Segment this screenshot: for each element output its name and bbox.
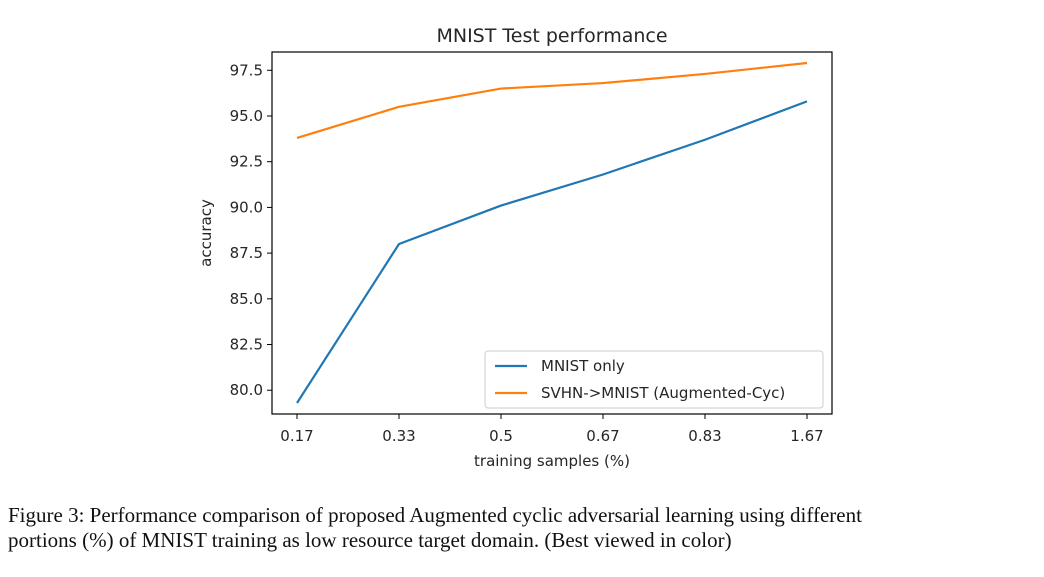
x-tick-label: 0.67 [586, 427, 619, 445]
x-tick-label: 0.83 [688, 427, 721, 445]
series-line-svhn-mnist [296, 61, 808, 139]
y-tick-label: 87.5 [230, 244, 263, 262]
legend-label-mnist-only: MNIST only [541, 357, 625, 375]
x-tick-label: 0.33 [382, 427, 415, 445]
y-tick-label: 90.0 [230, 198, 263, 216]
series-line-mnist-only [296, 100, 808, 404]
x-tick-label: 0.17 [280, 427, 313, 445]
x-tick-label: 0.5 [489, 427, 513, 445]
x-tick-label: 1.67 [790, 427, 823, 445]
y-tick-label: 97.5 [230, 61, 263, 79]
legend: MNIST only SVHN->MNIST (Augmented-Cyc) [484, 350, 824, 409]
legend-box [484, 350, 824, 409]
x-axis-label: training samples (%) [474, 452, 630, 470]
legend-label-svhn-mnist: SVHN->MNIST (Augmented-Cyc) [541, 384, 785, 402]
figure-caption: Figure 3: Performance comparison of prop… [8, 503, 1038, 553]
y-tick-label: 85.0 [230, 290, 263, 308]
y-tick-label: 82.5 [230, 336, 263, 354]
plot-area [271, 51, 833, 415]
caption-line-2: portions (%) of MNIST training as low re… [8, 528, 732, 552]
x-axis: 0.17 0.33 0.5 0.67 0.83 1.67 [280, 414, 824, 445]
y-axis-label: accuracy [197, 199, 215, 267]
chart: MNIST Test performance 0.17 0.33 0.5 0.67 0.… [197, 25, 833, 470]
y-tick-label: 95.0 [230, 107, 263, 125]
series-lines [296, 61, 808, 404]
y-axis: 80.0 82.5 85.0 87.5 90.0 92.5 95.0 97.5 [230, 61, 272, 399]
y-tick-label: 80.0 [230, 381, 263, 399]
y-tick-label: 92.5 [230, 153, 263, 171]
chart-title: MNIST Test performance [436, 25, 667, 47]
caption-line-1: Figure 3: Performance comparison of prop… [8, 503, 862, 527]
